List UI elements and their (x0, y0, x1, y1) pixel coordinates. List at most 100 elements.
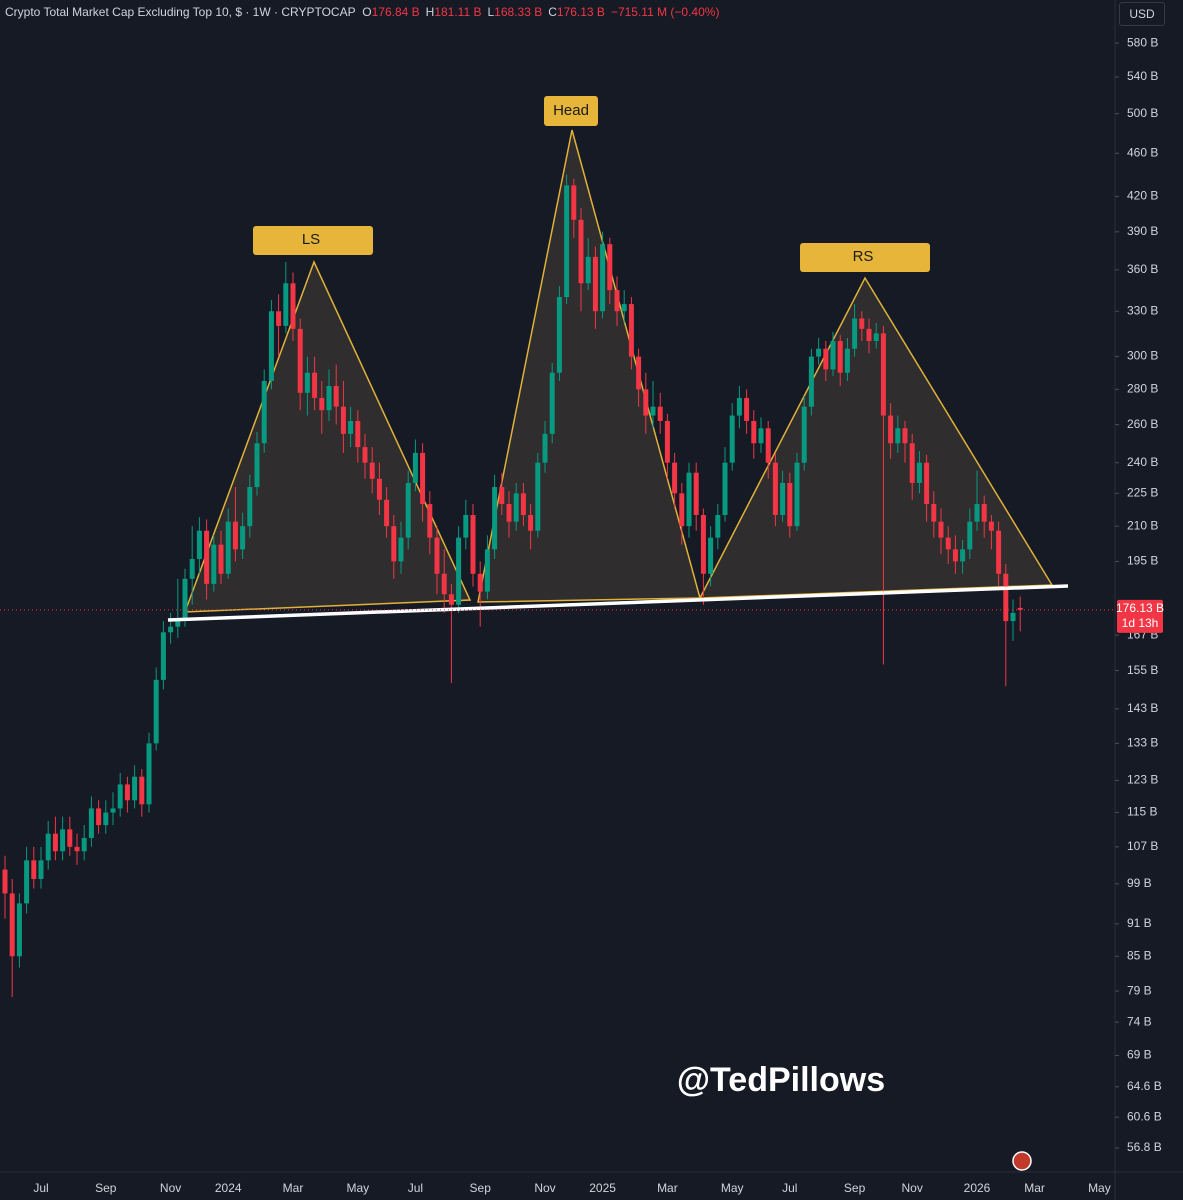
candle-body (650, 406, 656, 416)
candle-body (283, 283, 289, 326)
candle-body (564, 185, 570, 298)
candle-body (398, 537, 404, 562)
candle-body (225, 521, 231, 574)
candle-body (967, 521, 973, 550)
candle-body (765, 428, 771, 463)
y-tick-label: 85 B (1127, 948, 1152, 962)
legend-value: 168.33 B (494, 5, 543, 19)
y-tick-label: 64.6 B (1127, 1079, 1162, 1093)
candle-body (1010, 612, 1016, 622)
candle-body (924, 462, 930, 505)
candle-body (715, 514, 721, 538)
candle-body (744, 397, 750, 421)
candle-body (636, 356, 642, 390)
candle-body (204, 530, 210, 584)
candle-body (254, 443, 260, 488)
x-tick-label: Jul (408, 1181, 423, 1195)
candle-body (427, 504, 433, 538)
candle-body (333, 385, 339, 407)
candle-body (693, 472, 699, 515)
candle-body (420, 452, 426, 505)
candle-body (549, 372, 555, 434)
y-tick-label: 69 B (1127, 1048, 1152, 1062)
legend-key: C (548, 5, 557, 19)
candle-body (117, 784, 123, 809)
candles (2, 174, 1023, 998)
x-tick-label: Sep (844, 1181, 866, 1195)
candle-body (168, 626, 174, 633)
candle-body (369, 462, 375, 479)
y-tick-label: 155 B (1127, 663, 1158, 677)
ohlc-legend: O176.84 B H181.11 B L168.33 B C176.13 B (362, 5, 611, 19)
countdown: 1d 13h (1122, 616, 1159, 630)
x-axis: Jul Sep Nov 2024 Mar May Jul Sep Nov 2025 Mar May Ju… (33, 1181, 1110, 1195)
candle-body (9, 893, 15, 957)
candle-body (880, 333, 886, 416)
y-tick-label: 195 B (1127, 554, 1158, 568)
y-tick-label: 60.6 B (1127, 1109, 1162, 1123)
x-tick-label: Nov (160, 1181, 181, 1195)
currency-button[interactable]: USD (1119, 2, 1165, 26)
candle-body (67, 829, 73, 847)
candle-body (772, 462, 778, 515)
legend-key: H (425, 5, 435, 19)
candle-body (189, 558, 195, 579)
candle-body (153, 679, 159, 744)
candle-body (132, 776, 138, 801)
candle-body (391, 526, 397, 562)
candle-body (276, 311, 282, 326)
candle-body (628, 304, 634, 357)
candle-body (751, 420, 757, 444)
neckline (167, 584, 1069, 622)
candle-body (182, 578, 188, 619)
legend-key: L (487, 5, 495, 19)
change: −715.11 M (−0.40%) (610, 5, 720, 19)
candle-body (909, 443, 915, 483)
legend-value: 181.11 B (434, 5, 482, 19)
candle-body (996, 530, 1002, 574)
candle-body (513, 493, 519, 522)
y-tick-label: 74 B (1127, 1014, 1152, 1028)
candle-body (196, 530, 202, 559)
candle-body (736, 397, 742, 416)
candle-body (643, 389, 649, 416)
candle-body (938, 521, 944, 538)
watermark: @TedPillows (677, 1061, 885, 1099)
x-tick-label: Sep (470, 1181, 492, 1195)
y-tick-label: 500 B (1127, 106, 1158, 120)
y-tick-label: 330 B (1127, 303, 1158, 317)
candle-body (448, 594, 454, 605)
candle-body (960, 549, 966, 562)
x-tick-label: Jul (33, 1181, 48, 1195)
candle-body (96, 808, 102, 826)
candle-body (679, 493, 685, 527)
candle-body (621, 304, 627, 312)
x-tick-label: May (721, 1181, 744, 1195)
candle-body (722, 462, 728, 515)
candle-body (88, 808, 94, 839)
candle-body (758, 428, 764, 444)
candle-body (492, 487, 498, 550)
candle-body (535, 462, 541, 531)
candle-body (110, 808, 116, 813)
candle-body (362, 447, 368, 463)
annotation-box (800, 243, 930, 272)
candle-body (139, 776, 145, 805)
candle-body (297, 328, 303, 393)
candle-body (801, 406, 807, 463)
x-tick-label: Sep (95, 1181, 117, 1195)
candle-body (952, 549, 958, 562)
y-tick-label: 99 B (1127, 876, 1152, 890)
x-tick-label: May (346, 1181, 369, 1195)
candle-body (794, 462, 800, 527)
candle-body (384, 499, 390, 527)
y-tick-label: 360 B (1127, 262, 1158, 276)
candle-body (700, 514, 706, 574)
candle-body (434, 537, 440, 574)
candle-body (931, 504, 937, 522)
y-tick-label: 56.8 B (1127, 1140, 1162, 1154)
candle-body (240, 526, 246, 550)
x-tick-label: Nov (534, 1181, 555, 1195)
y-tick-label: 390 B (1127, 224, 1158, 238)
legend-value: 176.13 B (556, 5, 605, 19)
